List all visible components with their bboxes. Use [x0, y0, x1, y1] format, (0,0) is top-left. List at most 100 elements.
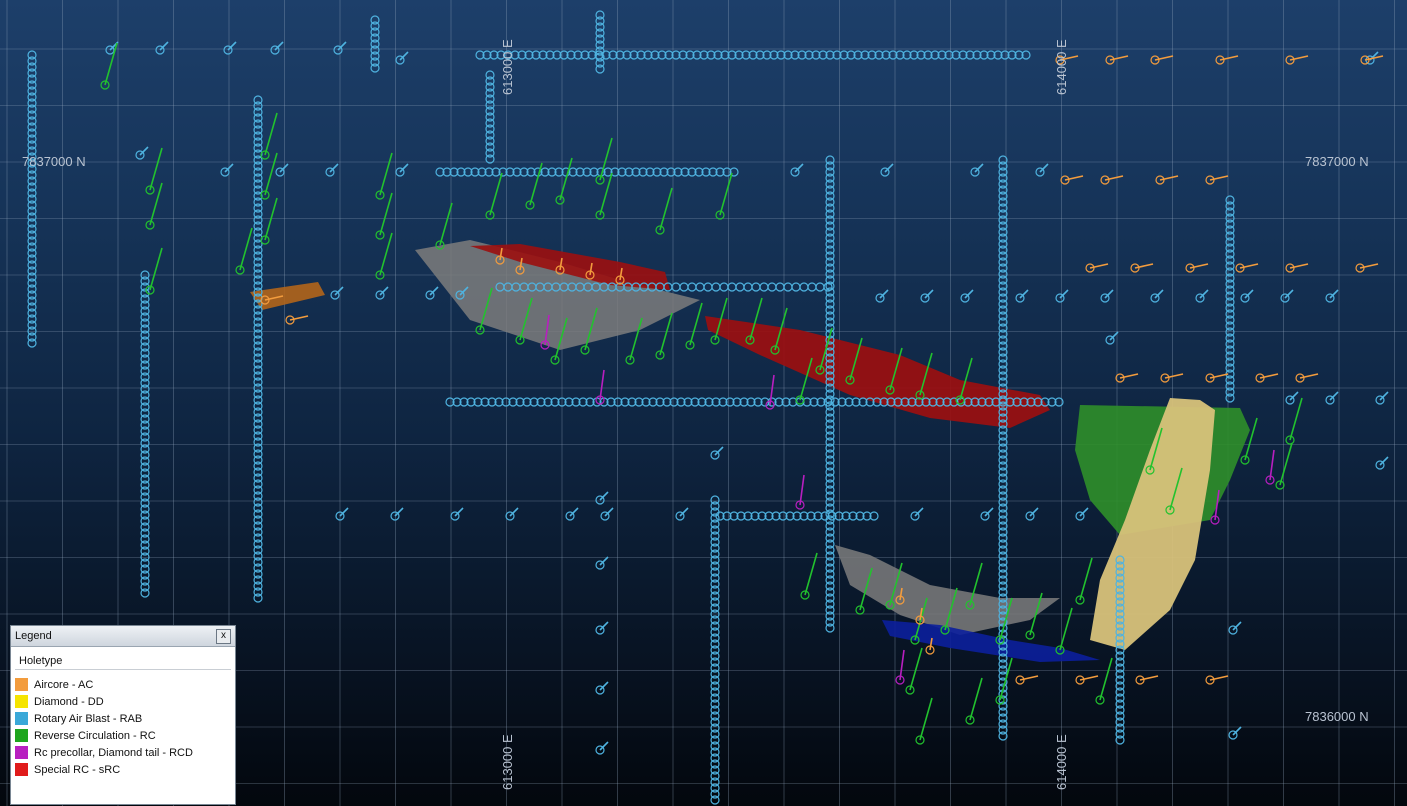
drillhole-collar	[253, 407, 263, 417]
drillhole-collar	[253, 497, 263, 507]
drillhole-trace	[899, 649, 905, 681]
drillhole-collar	[823, 397, 833, 407]
drillhole-trace	[1019, 289, 1029, 299]
drillhole-collar	[710, 335, 720, 345]
drillhole-trace	[889, 347, 903, 391]
drillhole-collar	[825, 461, 835, 471]
drillhole-collar	[825, 215, 835, 225]
drillhole-collar	[253, 317, 263, 327]
drillhole-collar	[27, 284, 37, 294]
drillhole-collar	[769, 50, 779, 60]
drillhole-collar	[140, 474, 150, 484]
drillhole-collar	[710, 795, 720, 805]
drillhole-collar	[27, 128, 37, 138]
drillhole-collar	[395, 55, 405, 65]
drillhole-collar	[710, 783, 720, 793]
drillhole-collar	[253, 209, 263, 219]
drillhole-collar	[1115, 735, 1125, 745]
drillhole-collar	[615, 275, 625, 285]
drillhole-collar	[140, 528, 150, 538]
drillhole-collar	[825, 365, 835, 375]
drillhole-collar	[825, 527, 835, 537]
drillhole-collar	[629, 50, 639, 60]
drillhole-collar	[949, 397, 959, 407]
drillhole-collar	[767, 282, 777, 292]
drillhole-collar	[710, 705, 720, 715]
drillhole-collar	[825, 221, 835, 231]
drillhole-collar	[575, 167, 585, 177]
drillhole-collar	[1015, 675, 1025, 685]
drillhole-collar	[1225, 231, 1235, 241]
drillhole-collar	[965, 50, 975, 60]
drillhole-collar	[710, 645, 720, 655]
drillhole-collar	[753, 397, 763, 407]
drillhole-collar	[998, 287, 1008, 297]
drillhole-collar	[657, 50, 667, 60]
drillhole-collar	[489, 50, 499, 60]
legend-item: Rotary Air Blast - RAB	[15, 710, 235, 727]
drillhole-collar	[1075, 595, 1085, 605]
drillhole-collar	[1375, 460, 1385, 470]
drillhole-collar	[845, 375, 855, 385]
drillhole-collar	[1115, 699, 1125, 709]
drillhole-collar	[858, 397, 868, 407]
drillhole-collar	[998, 413, 1008, 423]
drillhole-collar	[1225, 315, 1235, 325]
drillhole-collar	[1225, 237, 1235, 247]
drillhole-collar	[825, 323, 835, 333]
drillhole-collar	[998, 185, 1008, 195]
drillhole-collar	[1225, 339, 1235, 349]
drillhole-collar	[470, 167, 480, 177]
drillhole-collar	[853, 50, 863, 60]
drillhole-collar	[655, 350, 665, 360]
legend-item: Rc precollar, Diamond tail - RCD	[15, 744, 235, 761]
drillhole-collar	[998, 479, 1008, 489]
drillhole-collar	[595, 495, 605, 505]
drillhole-collar	[783, 282, 793, 292]
drillhole-collar	[655, 225, 665, 235]
drillhole-collar	[1205, 175, 1215, 185]
drillhole-collar	[998, 197, 1008, 207]
drillhole-collar	[1075, 675, 1085, 685]
drillhole-trace	[1134, 263, 1154, 269]
drillhole-trace	[394, 507, 404, 517]
easting-label: 614000 E	[1054, 734, 1069, 790]
drillhole-collar	[1225, 381, 1235, 391]
drillhole-collar	[1095, 695, 1105, 705]
drillhole-collar	[595, 16, 605, 26]
drillhole-collar	[253, 389, 263, 399]
drillhole-collar	[979, 50, 989, 60]
close-icon[interactable]: x	[216, 628, 231, 644]
drillhole-collar	[710, 639, 720, 649]
drillhole-collar	[485, 210, 495, 220]
drillhole-collar	[1115, 729, 1125, 739]
drillhole-collar	[253, 347, 263, 357]
drillhole-collar	[603, 167, 613, 177]
drillhole-collar	[998, 257, 1008, 267]
drillhole-collar	[998, 263, 1008, 273]
drillhole-collar	[762, 50, 772, 60]
legend-titlebar[interactable]: Legend x	[11, 626, 235, 647]
drillhole-trace	[659, 187, 673, 231]
drillhole-collar	[140, 546, 150, 556]
drillhole-collar	[1280, 293, 1290, 303]
drillhole-collar	[844, 397, 854, 407]
drillhole-collar	[140, 282, 150, 292]
drillhole-collar	[485, 76, 495, 86]
drillhole-collar	[1055, 293, 1065, 303]
drillhole-collar	[998, 605, 1008, 615]
drillhole-collar	[760, 397, 770, 407]
drillhole-trace	[1109, 55, 1129, 61]
drillhole-collar	[285, 315, 295, 325]
legend-panel[interactable]: Legend x Holetype Aircore - AC Diamond -…	[10, 625, 236, 805]
drillhole-collar	[485, 130, 495, 140]
drillhole-collar	[825, 50, 835, 60]
drillhole-collar	[595, 22, 605, 32]
drillhole-trace	[849, 337, 863, 381]
drillhole-collar	[370, 45, 380, 55]
drillhole-collar	[710, 657, 720, 667]
drillhole-collar	[253, 323, 263, 333]
drillhole-layer	[27, 10, 1389, 805]
